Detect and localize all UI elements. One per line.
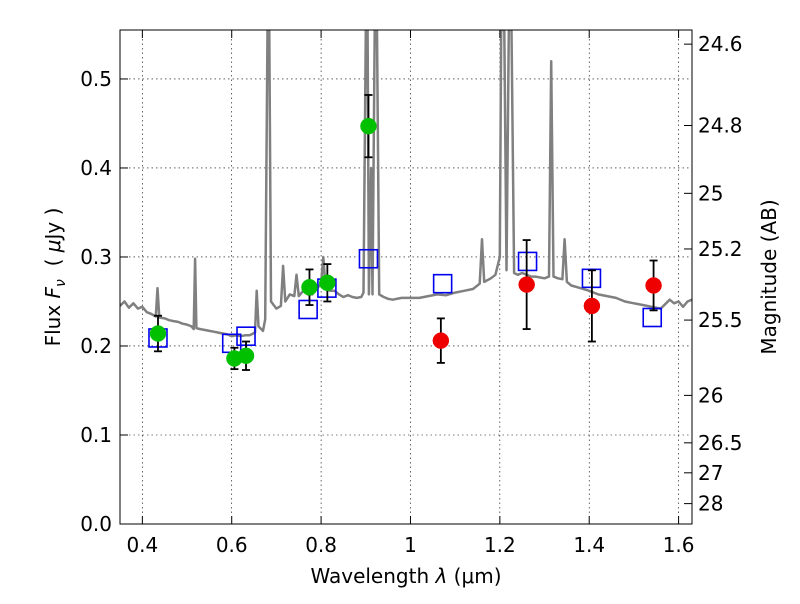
- y-axis-label: Flux Fν ( μJy ): [41, 208, 69, 347]
- nir-data-point: [432, 332, 450, 349]
- spectrum-line: [120, 30, 692, 338]
- y2-tick-label: 27: [698, 461, 723, 485]
- y-tick-label: 0.4: [80, 156, 112, 180]
- x-tick-label: 1.2: [484, 533, 516, 557]
- y2-tick-label: 26.5: [698, 431, 743, 455]
- y2-tick-label: 24.8: [698, 114, 743, 138]
- y2-tick-label: 25.2: [698, 237, 743, 261]
- nir-data-point: [645, 277, 662, 294]
- x-tick-label: 1: [404, 533, 417, 557]
- y2-tick-label: 28: [698, 492, 723, 516]
- y-tick-label: 0.1: [80, 423, 112, 447]
- x-tick-label: 1.4: [573, 533, 605, 557]
- optical-data-point: [149, 325, 167, 342]
- markers-layer: [148, 94, 663, 371]
- y2-axis-label: Magnitude (AB): [757, 199, 781, 354]
- model-photometry-square: [358, 248, 379, 269]
- y-tick-label: 0.5: [80, 67, 112, 91]
- nir-data-point: [518, 276, 535, 293]
- x-tick-label: 0.6: [216, 533, 248, 557]
- series-layer: [120, 30, 692, 338]
- nir-data-point: [583, 297, 601, 315]
- y2-tick-label: 25: [698, 181, 723, 205]
- x-axis: 0.4 0.6 0.8 1 1.2 1.4 1.6: [126, 30, 695, 557]
- y-tick-label: 0.0: [80, 512, 112, 536]
- optical-data-point: [301, 278, 318, 296]
- model-photometry-square: [432, 273, 453, 294]
- model-photometry-square: [298, 299, 318, 320]
- y2-tick-label: 24.6: [698, 32, 743, 56]
- x-tick-label: 1.6: [663, 533, 695, 557]
- y2-tick-label: 25.5: [698, 308, 743, 332]
- y-tick-label: 0.3: [80, 245, 112, 269]
- y-axis: 0.0 0.1 0.2 0.3 0.4 0.5: [80, 67, 128, 536]
- x-axis-label: Wavelength λ (μm): [310, 564, 501, 588]
- y2-axis: 24.6 24.8 25 25.2 25.5 26 26.5 27 28: [684, 32, 743, 516]
- x-tick-label: 0.4: [126, 533, 158, 557]
- plot-frame: [119, 29, 693, 525]
- optical-data-point: [319, 274, 336, 292]
- optical-data-point: [237, 347, 255, 365]
- y-tick-label: 0.2: [80, 334, 112, 358]
- x-tick-label: 0.8: [305, 533, 337, 557]
- y2-tick-label: 26: [698, 383, 723, 407]
- model-photometry-square: [642, 307, 663, 328]
- optical-data-point: [360, 117, 377, 135]
